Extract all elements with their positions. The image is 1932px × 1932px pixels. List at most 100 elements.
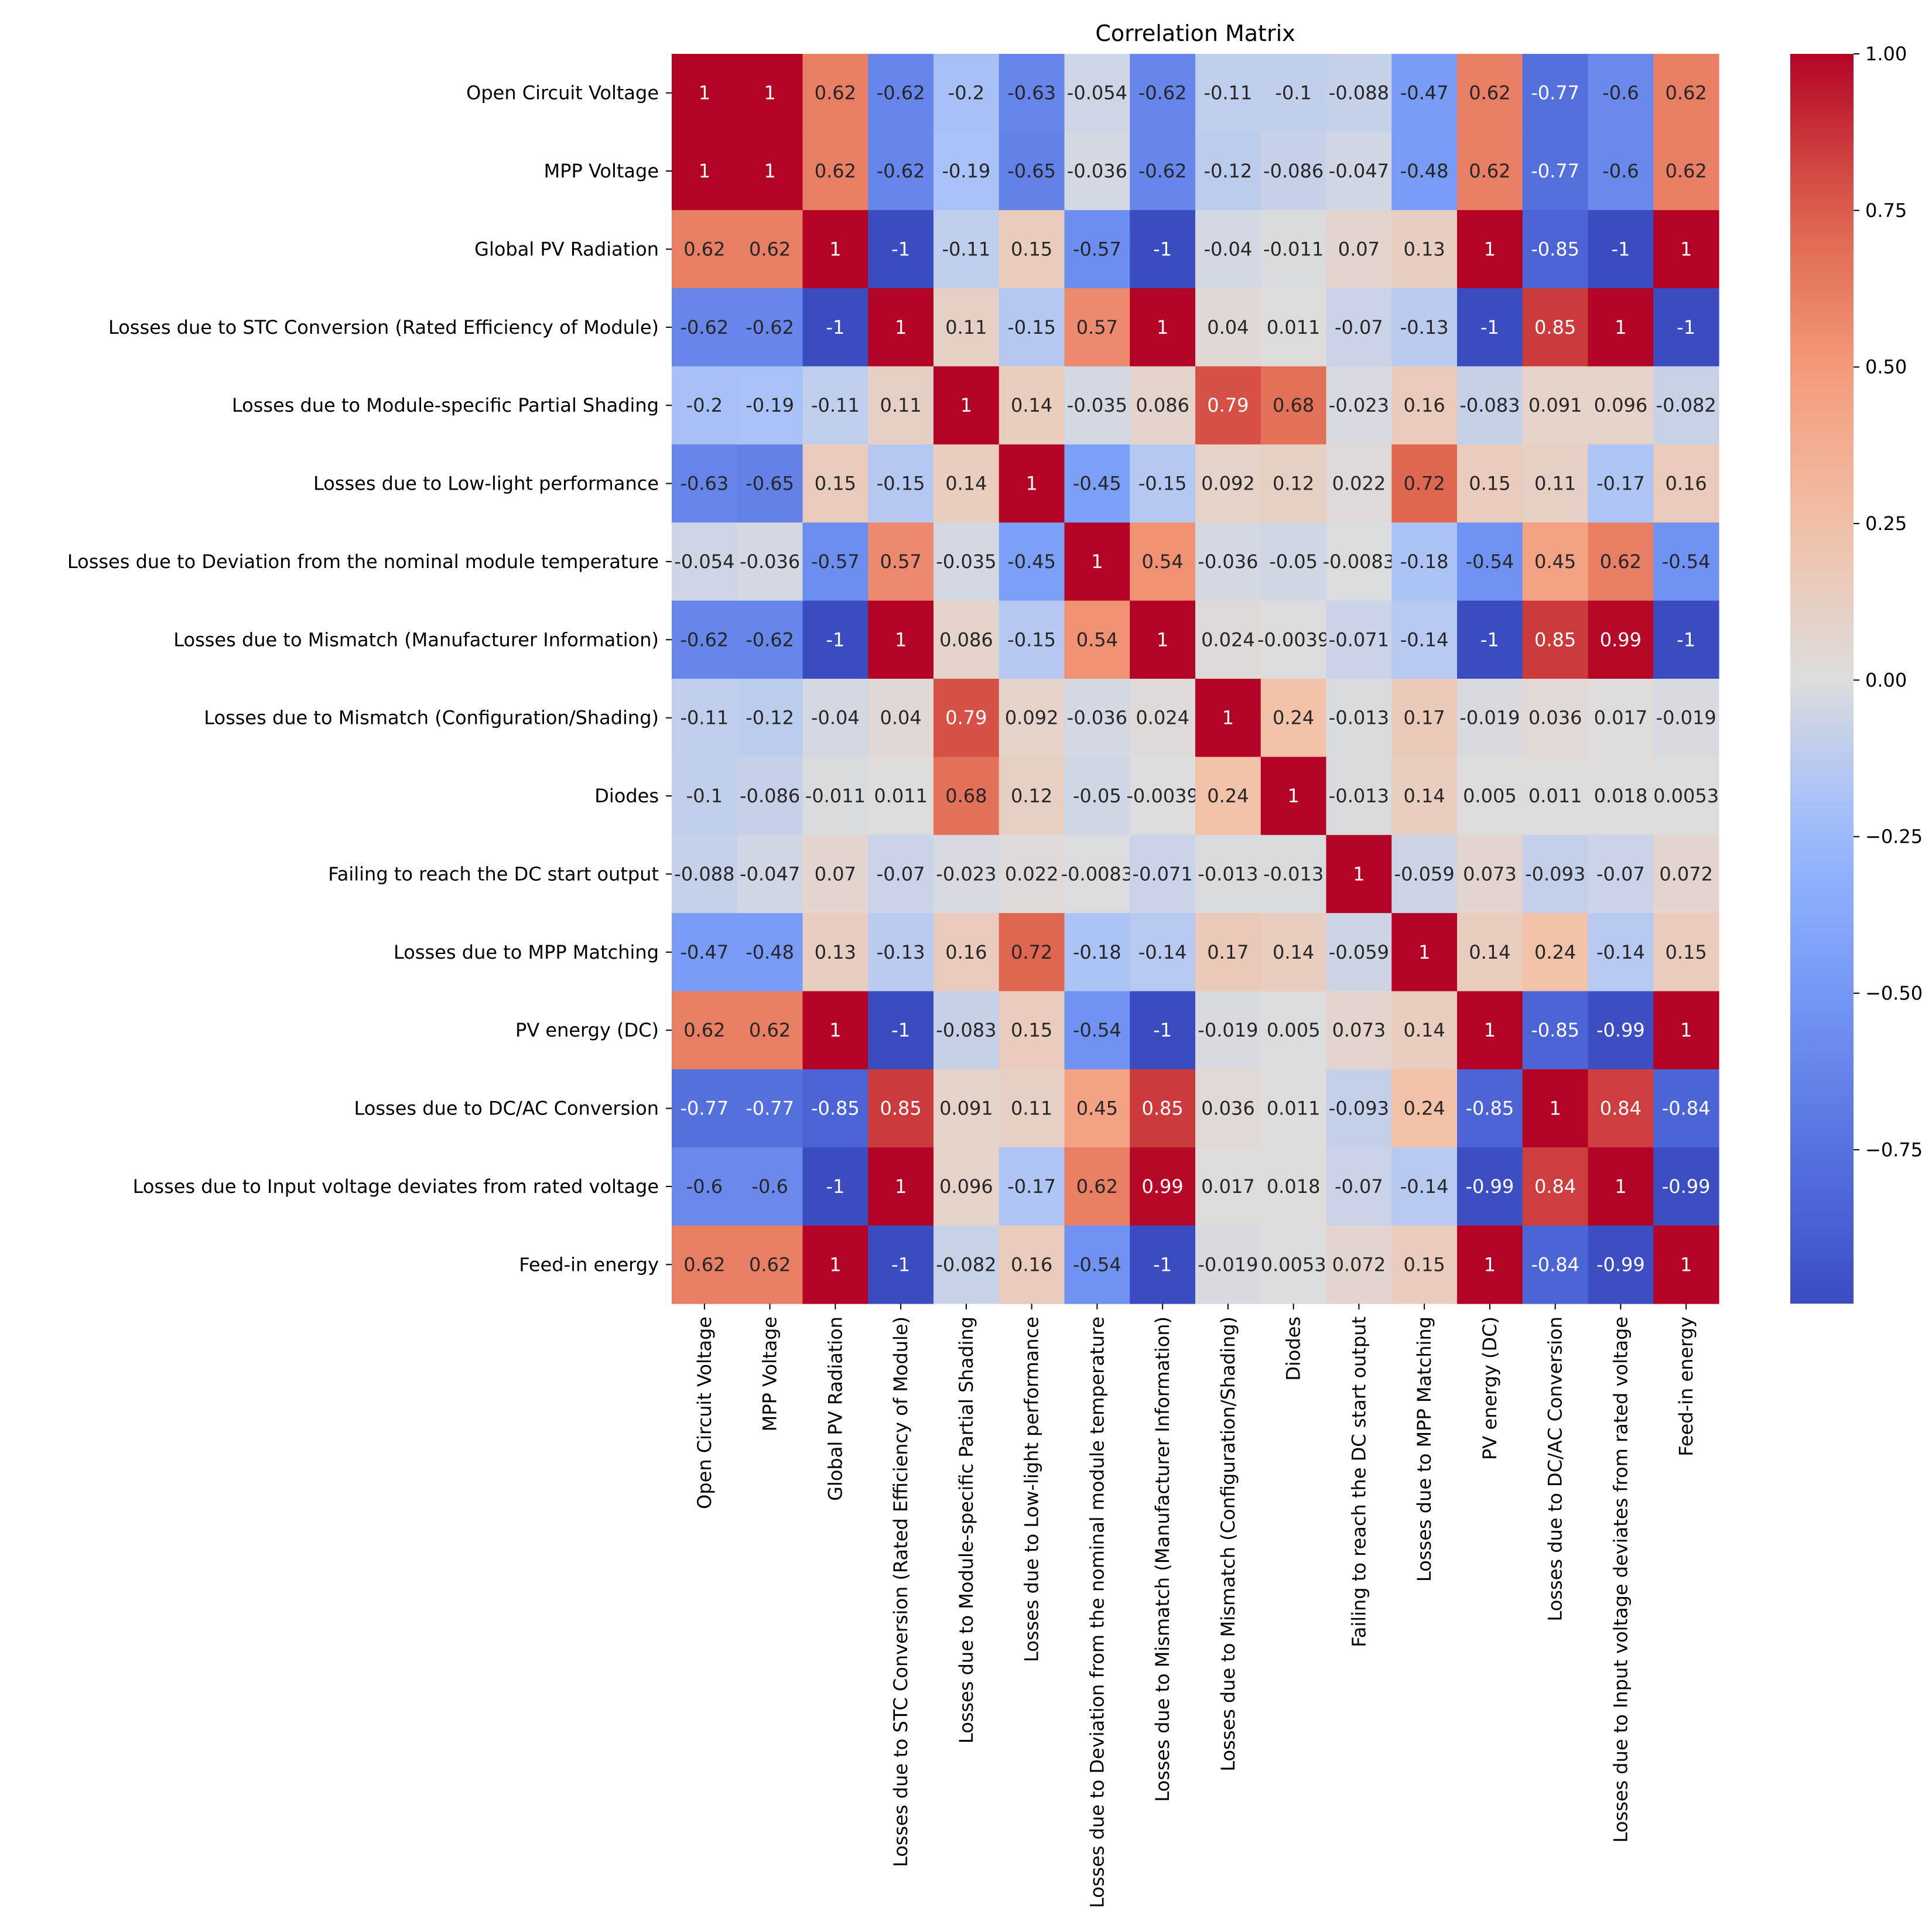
cell-value-label: 1 (829, 238, 841, 260)
cell-value-label: 0.04 (880, 707, 922, 729)
cell-value-label: -0.086 (740, 785, 800, 807)
cell-value-label: -0.07 (1335, 316, 1383, 338)
cell-value-label: 0.79 (1207, 394, 1249, 416)
cell-value-label: 1 (829, 1253, 841, 1276)
cell-value-label: 0.11 (880, 394, 922, 416)
cell-value-label: 0.15 (1404, 1253, 1445, 1276)
heatmap-cell (1064, 366, 1130, 445)
cell-value-label: -0.63 (680, 473, 729, 495)
heatmap-cell (1588, 54, 1654, 132)
cell-value-label: 0.14 (1404, 785, 1445, 807)
heatmap-cell (999, 444, 1065, 523)
cell-value-label: 0.096 (1594, 394, 1648, 416)
cell-value-label: 1 (1222, 707, 1234, 729)
heatmap-cell (1522, 600, 1589, 679)
heatmap-cell (1391, 679, 1458, 757)
y-tick-label: MPP Voltage (544, 160, 659, 182)
heatmap-cell (802, 132, 868, 211)
cell-value-label: -0.14 (1138, 941, 1187, 963)
cell-value-label: 0.72 (1011, 941, 1052, 963)
cell-value-label: -0.57 (811, 550, 860, 573)
cell-value-label: 0.62 (749, 238, 791, 260)
heatmap-cell (933, 1147, 1000, 1226)
cell-value-label: -1 (891, 238, 910, 260)
cell-value-label: -0.05 (1269, 550, 1318, 573)
heatmap-cell (999, 132, 1065, 211)
y-tick-label: Losses due to Mismatch (Configuration/Sh… (204, 707, 659, 729)
cell-value-label: -0.059 (1394, 863, 1455, 885)
heatmap-cell (802, 913, 868, 992)
heatmap-cell (1064, 835, 1130, 914)
cell-value-label: 1 (1680, 1019, 1692, 1041)
cell-value-label: 0.45 (1076, 1097, 1118, 1120)
y-tick-label: Losses due to Mismatch (Manufacturer Inf… (173, 628, 659, 651)
heatmap-cell (933, 1069, 1000, 1148)
cell-value-label: 0.12 (1011, 785, 1052, 807)
colorbar-tick-label: 0.50 (1865, 356, 1907, 378)
heatmap-cell (1260, 132, 1327, 211)
cell-value-label: -0.013 (1263, 863, 1324, 885)
heatmap-cell (1457, 444, 1523, 523)
heatmap-cell (1522, 288, 1589, 367)
heatmap-cell (1457, 1225, 1523, 1304)
heatmap-cell (999, 54, 1065, 132)
heatmap-cell (737, 600, 803, 679)
x-tick-label: Diodes (1283, 1317, 1305, 1381)
heatmap-cell (1130, 132, 1196, 211)
cell-value-label: 1 (829, 1019, 841, 1041)
heatmap-cell (737, 1147, 803, 1226)
cell-value-label: 1 (1353, 863, 1365, 885)
cell-value-label: -0.071 (1133, 863, 1193, 885)
cell-value-label: -0.083 (936, 1019, 996, 1041)
cell-value-label: 1 (1025, 473, 1037, 495)
cell-value-label: 0.79 (945, 707, 987, 729)
heatmap-cell (802, 54, 868, 132)
x-tick-label: Losses due to DC/AC Conversion (1544, 1317, 1567, 1621)
y-tick-label: Losses due to MPP Matching (394, 941, 659, 963)
heatmap-cell (868, 913, 934, 992)
cell-value-label: -0.54 (1465, 550, 1514, 573)
heatmap-cell (1195, 288, 1261, 367)
cell-value-label: -0.47 (1400, 82, 1449, 104)
cell-value-label: -0.62 (1138, 160, 1187, 182)
cell-value-label: -0.62 (877, 82, 925, 104)
cell-value-label: 0.24 (1404, 1097, 1445, 1120)
cell-value-label: -0.11 (942, 238, 990, 260)
heatmap-cell (868, 54, 934, 132)
heatmap-cell (1064, 757, 1130, 836)
cell-value-label: 0.018 (1594, 785, 1648, 807)
x-tick-label: Losses due to Mismatch (Configuration/Sh… (1217, 1317, 1239, 1772)
cell-value-label: 0.11 (1534, 473, 1576, 495)
cell-value-label: -0.093 (1329, 1097, 1389, 1120)
cell-value-label: 0.62 (1666, 160, 1707, 182)
cell-value-label: -0.45 (1073, 473, 1121, 495)
cell-value-label: -0.17 (1007, 1175, 1056, 1198)
cell-value-label: -0.13 (877, 941, 925, 963)
heatmap-cell (933, 757, 1000, 836)
cell-value-label: -0.6 (1602, 160, 1639, 182)
heatmap-cell (868, 1147, 934, 1226)
heatmap-cell (672, 444, 738, 523)
heatmap-cell (1653, 54, 1719, 132)
heatmap-cell (1391, 1225, 1458, 1304)
heatmap-cell (1195, 522, 1261, 601)
heatmap-cells: 1 1 0.62 -0.62 -0.2 -0.63 -0.054 -0.62 -0.11 -0.1… (672, 54, 1719, 1304)
heatmap-cell (1064, 288, 1130, 367)
heatmap-cell (1326, 913, 1392, 992)
heatmap-cell (999, 288, 1065, 367)
cell-value-label: -0.093 (1525, 863, 1585, 885)
cell-value-label: 1 (1287, 785, 1299, 807)
heatmap-cell (1653, 522, 1719, 601)
heatmap-cell (933, 679, 1000, 757)
cell-value-label: -0.1 (1275, 82, 1311, 104)
cell-value-label: -1 (1153, 1019, 1172, 1041)
heatmap-cell (1391, 210, 1458, 289)
heatmap-cell (1391, 366, 1458, 445)
cell-value-label: -1 (826, 316, 844, 338)
cell-value-label: 0.13 (815, 941, 856, 963)
y-tick-label: Losses due to Deviation from the nominal… (67, 550, 659, 573)
heatmap-cell (1326, 679, 1392, 757)
heatmap-cell (1130, 210, 1196, 289)
cell-value-label: -0.85 (1531, 238, 1579, 260)
cell-value-label: 0.005 (1463, 785, 1517, 807)
